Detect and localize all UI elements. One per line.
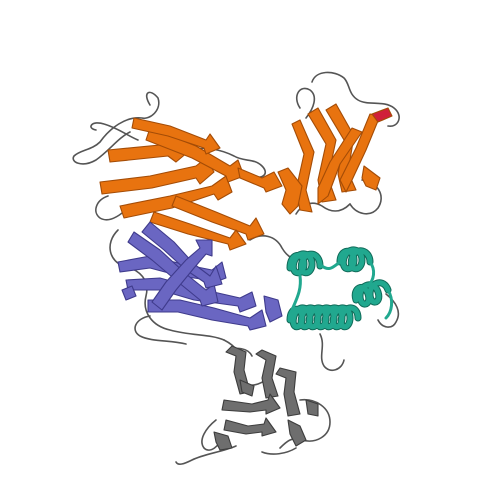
purple-strand-7 <box>263 295 283 323</box>
coil-left-long <box>109 229 225 341</box>
coil-top-right-2 <box>295 87 316 119</box>
gray-strand-9 <box>305 399 319 417</box>
orange-strand-13 <box>339 113 381 193</box>
gray-strand-7 <box>287 419 307 447</box>
gray-strand-3 <box>275 367 301 417</box>
coil-top-right <box>311 71 400 127</box>
orange-strand-7 <box>149 211 247 251</box>
teal-connector-2 <box>320 260 342 270</box>
gray-strand-8 <box>239 379 255 397</box>
teal-connector-4 <box>384 288 394 320</box>
orange-strand-6 <box>171 195 265 241</box>
teal-helix-a <box>287 251 323 276</box>
coil-bottom-right <box>279 398 331 449</box>
orange-strand-14 <box>277 167 303 215</box>
teal-helix-c <box>287 305 361 330</box>
coil-top-left <box>72 91 160 165</box>
orange-strand-10 <box>307 107 337 203</box>
orange-strand-4 <box>145 127 245 183</box>
teal-connector-1 <box>290 274 302 312</box>
purple-strand-3 <box>147 299 267 331</box>
orange-strand-8 <box>237 167 283 193</box>
orange-strand-5 <box>131 117 221 155</box>
teal-helix-b <box>337 247 373 272</box>
orange-strand-15 <box>361 165 381 191</box>
purple-strand-6 <box>151 239 213 311</box>
coil-left-side <box>134 315 187 345</box>
gray-strand-5 <box>223 417 277 437</box>
gray-domain <box>213 345 319 451</box>
purple-domain <box>117 221 283 331</box>
coil-bottom-right-2 <box>261 447 297 455</box>
teal-helices <box>286 246 394 331</box>
gray-strand-6 <box>213 431 233 451</box>
gray-strand-2 <box>255 349 279 399</box>
orange-strand-12 <box>317 127 363 205</box>
coil-right-helix-tail <box>377 293 400 328</box>
gray-strand-4 <box>221 393 281 415</box>
teal-helix-d <box>352 280 391 307</box>
orange-domain <box>99 103 381 251</box>
coil-teal-link <box>319 333 345 372</box>
coil-top-left-2 <box>90 122 139 141</box>
red-accent <box>371 107 393 123</box>
teal-connector-3 <box>366 260 376 288</box>
coil-bottom-tail <box>175 445 237 465</box>
orange-strand-2 <box>99 157 215 195</box>
red-strand-fragment <box>371 107 393 123</box>
purple-strand-8 <box>121 285 137 301</box>
